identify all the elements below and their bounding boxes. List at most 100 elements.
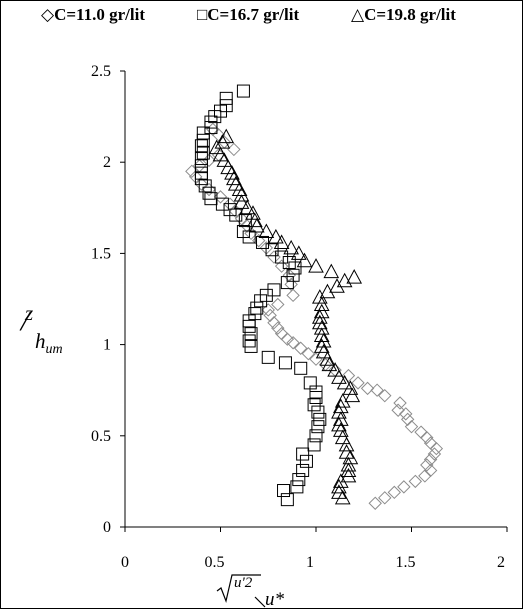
x-axis-label: u'2 u* (215, 569, 315, 610)
data-point-square (292, 473, 306, 487)
data-point-square (256, 235, 270, 249)
data-point-square (296, 463, 310, 477)
data-point-triangle (220, 159, 236, 175)
data-point-triangle (332, 411, 349, 426)
data-point-triangle (313, 338, 330, 353)
data-point-square (196, 133, 210, 147)
data-point-diamond (202, 153, 216, 168)
sqrt-icon (216, 574, 266, 608)
data-point-square (250, 301, 264, 315)
data-point-square (309, 429, 323, 443)
data-point-square (242, 334, 256, 348)
data-point-diamond (261, 303, 275, 317)
data-point-square (280, 493, 294, 507)
data-point-diamond (420, 458, 434, 472)
data-point-triangle (331, 478, 347, 494)
data-point-triangle (218, 128, 235, 144)
data-point-diamond (397, 480, 411, 494)
legend-label-c19: C=19.8 gr/lit (364, 5, 456, 24)
data-point-triangle (212, 146, 229, 162)
data-point-triangle (313, 303, 330, 319)
data-point-diamond (280, 332, 295, 346)
data-point-diamond (378, 388, 392, 403)
data-point-square (223, 203, 237, 217)
y-tick-label: 2 (103, 154, 111, 171)
data-point-triangle (334, 429, 351, 445)
y-tick-label: 2.5 (91, 63, 111, 80)
data-point-triangle (338, 436, 355, 452)
data-point-diamond (408, 474, 423, 489)
data-point-triangle (208, 139, 225, 155)
legend-item-c11: ◇C=11.0 gr/lit (41, 5, 145, 25)
data-point-diamond (387, 485, 402, 500)
data-point-square (244, 339, 258, 353)
data-point-diamond (423, 463, 438, 478)
data-point-triangle (331, 404, 347, 419)
data-point-square (219, 99, 233, 113)
data-point-square (198, 179, 212, 193)
data-point-diamond (393, 396, 407, 410)
data-point-triangle (296, 252, 313, 268)
data-point-square (311, 420, 325, 434)
data-point-triangle (231, 181, 248, 197)
y-tick-label: 0.5 (91, 428, 111, 445)
y-label-numerator: z (25, 301, 34, 325)
x-tick-label: 1.5 (396, 554, 416, 571)
data-point-triangle (313, 320, 330, 335)
y-tick-label: 0 (103, 519, 111, 536)
y-tick-label: 1 (103, 337, 111, 354)
x-label-denominator: u* (265, 589, 284, 610)
data-point-triangle (319, 351, 336, 366)
data-point-square (244, 327, 258, 341)
legend-item-c19: △C=19.8 gr/lit (351, 5, 456, 25)
data-point-square (275, 250, 289, 264)
x-label-numerator: u'2 (234, 575, 253, 591)
data-point-triangle (216, 152, 233, 167)
data-point-triangle (340, 467, 357, 483)
data-point-diamond (360, 381, 375, 396)
data-point-triangle (290, 245, 307, 260)
data-point-triangle (338, 444, 355, 459)
data-point-square (196, 146, 210, 160)
data-point-triangle (331, 484, 347, 499)
data-point-square (286, 268, 300, 282)
y-label-denominator: hum (35, 329, 63, 358)
data-point-triangle (327, 362, 343, 377)
legend: ◇C=11.0 gr/lit □C=16.7 gr/lit △C=19.8 gr… (1, 5, 522, 35)
data-point-square (303, 376, 317, 390)
data-point-square (194, 159, 208, 173)
data-point-square (313, 412, 327, 426)
data-point-triangle (321, 356, 338, 372)
data-point-square (307, 398, 321, 412)
x-tick-label: 0.5 (205, 554, 225, 571)
data-point-square (204, 115, 218, 129)
data-point-diamond (271, 321, 285, 335)
data-point-triangle (248, 217, 265, 233)
data-point-square (196, 126, 210, 140)
data-point-diamond (294, 341, 308, 355)
data-point-triangle (226, 170, 242, 186)
data-point-diamond (378, 491, 392, 505)
data-point-square (299, 454, 313, 468)
data-point-diamond (418, 469, 432, 483)
data-point-triangle (334, 489, 351, 505)
data-point-diamond (429, 441, 444, 456)
data-point-square (194, 139, 208, 153)
data-point-triangle (247, 212, 263, 228)
data-point-diamond (271, 297, 285, 312)
data-point-triangle (224, 165, 240, 180)
data-point-diamond (194, 177, 209, 191)
data-point-diamond (274, 326, 289, 341)
data-point-diamond (286, 288, 300, 303)
data-point-diamond (420, 430, 434, 445)
data-point-square (294, 361, 308, 375)
data-point-triangle (313, 327, 330, 342)
legend-label-c11: C=11.0 gr/lit (54, 5, 145, 24)
data-point-triangle (323, 263, 340, 279)
data-point-triangle (342, 449, 359, 465)
data-point-square (278, 356, 292, 370)
data-point-triangle (344, 387, 361, 403)
data-marks (185, 84, 444, 510)
data-point-diamond (368, 496, 382, 510)
